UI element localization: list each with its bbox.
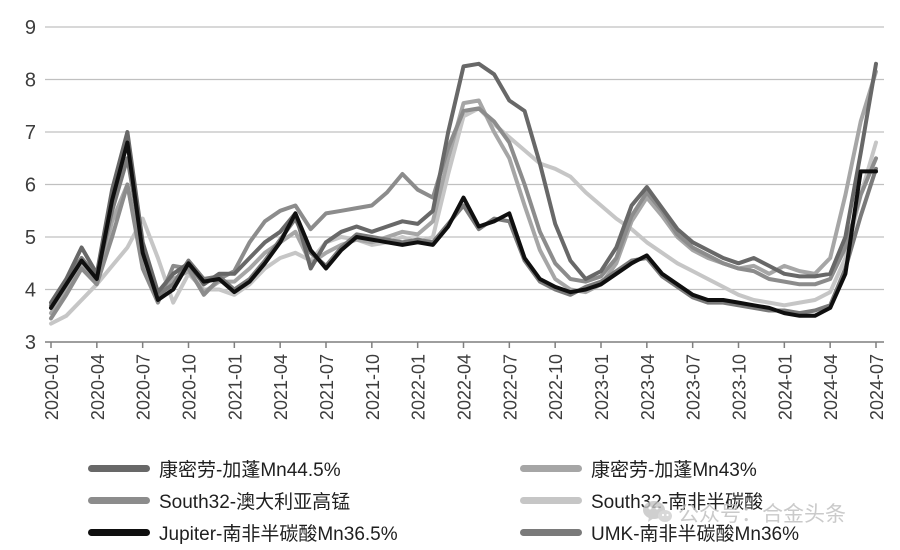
legend-swatch-icon (88, 464, 150, 472)
legend-swatch-icon (520, 528, 582, 536)
x-tick-label-2023-07: 2023-07 (684, 354, 704, 420)
gridlines (45, 26, 884, 291)
x-tick-label-2020-04: 2020-04 (88, 354, 108, 420)
legend-label: Jupiter-南非半碳酸Mn36.5% (159, 523, 398, 545)
legend-label: UMK-南非半碳酸Mn36% (591, 523, 799, 545)
legend-swatch-icon (520, 464, 582, 472)
x-tick-label-2024-04: 2024-04 (821, 354, 841, 420)
legend-item-康密劳-加蓬Mn43%: 康密劳-加蓬Mn43% (520, 455, 878, 482)
legend-item-UMK-南非半碳酸Mn36%: UMK-南非半碳酸Mn36% (520, 519, 878, 546)
x-tick-label-2020-07: 2020-07 (134, 354, 154, 420)
y-tick-label-6: 6 (25, 175, 36, 197)
legend-swatch-icon (520, 496, 582, 504)
chart-area: 3 4 5 6 7 8 9 2020-01 2020-04 2020-07 2020-10 2021… (25, 17, 887, 420)
legend-swatch-icon (88, 496, 150, 504)
x-tick-label-2023-04: 2023-04 (638, 354, 658, 420)
legend-label: 康密劳-加蓬Mn44.5% (159, 459, 341, 481)
x-axis-labels: 2020-01 2020-04 2020-07 2020-10 2021-01 2021-… (42, 354, 887, 420)
x-axis (45, 341, 884, 348)
y-tick-label-8: 8 (25, 70, 36, 92)
x-tick-label-2020-10: 2020-10 (180, 354, 200, 420)
x-tick-label-2024-07: 2024-07 (867, 354, 887, 420)
series-line-UMK-南非半碳酸Mn36% (49, 156, 878, 316)
x-tick-label-2024-01: 2024-01 (775, 354, 795, 420)
x-tick-label-2023-10: 2023-10 (730, 354, 750, 420)
y-tick-label-4: 4 (25, 280, 36, 302)
x-tick-label-2021-07: 2021-07 (317, 354, 337, 420)
legend-item-South32-南非半碳酸: South32-南非半碳酸 (520, 487, 878, 514)
y-tick-label-9: 9 (25, 17, 36, 39)
y-tick-label-7: 7 (25, 122, 36, 144)
price-chart: 3 4 5 6 7 8 9 2020-01 2020-04 2020-07 2020-10 2021… (25, 17, 887, 420)
x-tick-label-2021-04: 2021-04 (271, 354, 291, 420)
series-lines (49, 61, 878, 326)
legend-label: South32-南非半碳酸 (591, 491, 764, 513)
x-tick-label-2022-10: 2022-10 (546, 354, 566, 420)
legend-item-Jupiter-南非半碳酸Mn36.5%: Jupiter-南非半碳酸Mn36.5% (88, 519, 520, 546)
x-tick-label-2022-04: 2022-04 (455, 354, 475, 420)
series-line-South32-南非半碳酸 (49, 106, 878, 326)
series-line-South32-澳大利亚高锰 (49, 106, 878, 321)
y-tick-label-5: 5 (25, 227, 36, 249)
legend-swatch-icon (88, 528, 150, 536)
y-tick-label-3: 3 (25, 332, 36, 354)
legend-label: 康密劳-加蓬Mn43% (591, 459, 757, 481)
series-line-康密劳-加蓬Mn43% (49, 69, 878, 316)
x-tick-label-2023-01: 2023-01 (592, 354, 612, 420)
chart-legend: 康密劳-加蓬Mn44.5% 康密劳-加蓬Mn43% South32-澳大利亚高锰 So… (88, 452, 878, 548)
x-tick-label-2022-01: 2022-01 (409, 354, 429, 420)
x-tick-label-2021-01: 2021-01 (225, 354, 245, 420)
legend-label: South32-澳大利亚高锰 (159, 491, 351, 513)
series-line-Jupiter-南非半碳酸Mn36.5% (49, 140, 878, 318)
x-tick-label-2020-01: 2020-01 (42, 354, 62, 420)
x-tick-label-2021-10: 2021-10 (363, 354, 383, 420)
legend-item-康密劳-加蓬Mn44.5%: 康密劳-加蓬Mn44.5% (88, 455, 520, 482)
y-axis-labels: 3 4 5 6 7 8 9 (25, 17, 36, 354)
x-tick-label-2022-07: 2022-07 (500, 354, 520, 420)
legend-item-South32-澳大利亚高锰: South32-澳大利亚高锰 (88, 487, 520, 514)
